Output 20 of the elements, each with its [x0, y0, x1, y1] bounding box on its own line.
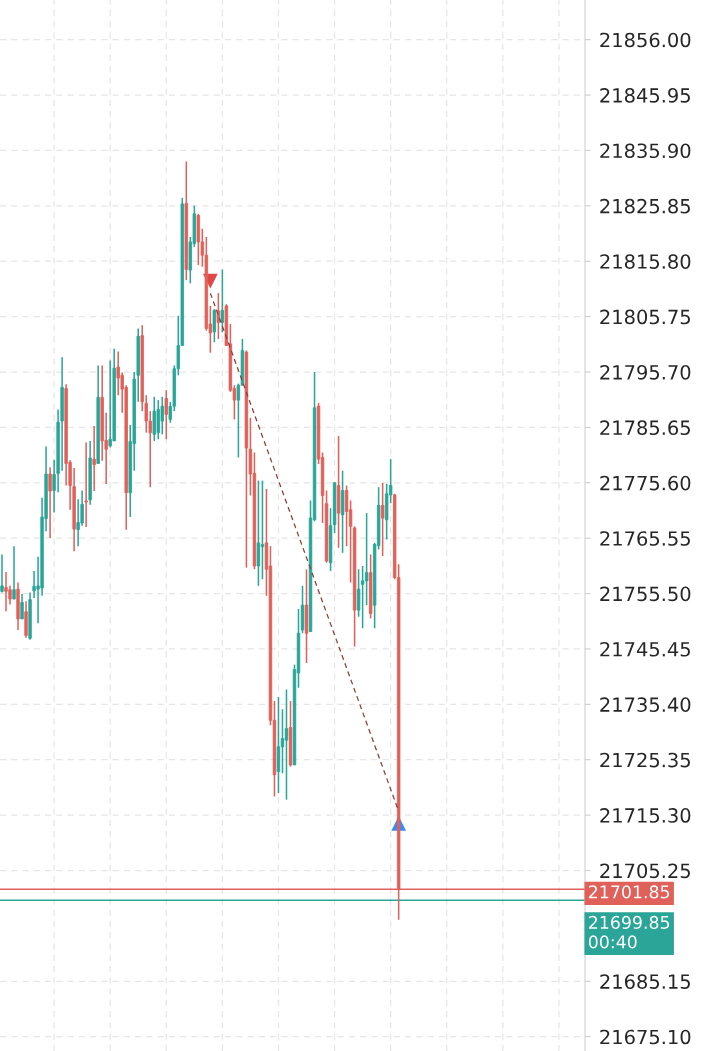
y-tick-label: 21825.85 — [600, 198, 690, 214]
ref-line-label: 21699.85 00:40 — [588, 915, 670, 949]
y-tick-label: 21725.35 — [600, 752, 690, 768]
y-tick-label: 21735.40 — [600, 697, 691, 712]
y-tick-label: 21845.95 — [600, 88, 690, 103]
y-tick-label: 21805.75 — [600, 309, 690, 325]
y-tick-label: 21856.00 — [600, 32, 691, 48]
y-tick-label: 21815.80 — [600, 254, 691, 269]
y-tick-label: 21795.70 — [600, 364, 691, 380]
y-tick-label: 21755.50 — [600, 586, 691, 602]
y-tick-label: 21745.45 — [600, 641, 690, 657]
y-tick-label: 21685.15 — [600, 974, 690, 989]
y-tick-label: 21775.60 — [600, 475, 691, 491]
y-tick-label: 21715.30 — [600, 808, 691, 823]
y-tick-label: 21705.25 — [600, 863, 690, 879]
ref-line-label: 21701.85 — [589, 885, 670, 899]
y-tick-label: 21835.90 — [600, 143, 691, 159]
y-tick-label: 21675.10 — [600, 1029, 691, 1045]
y-tick-label: 21785.65 — [600, 420, 690, 436]
y-tick-label: 21765.55 — [600, 531, 690, 546]
